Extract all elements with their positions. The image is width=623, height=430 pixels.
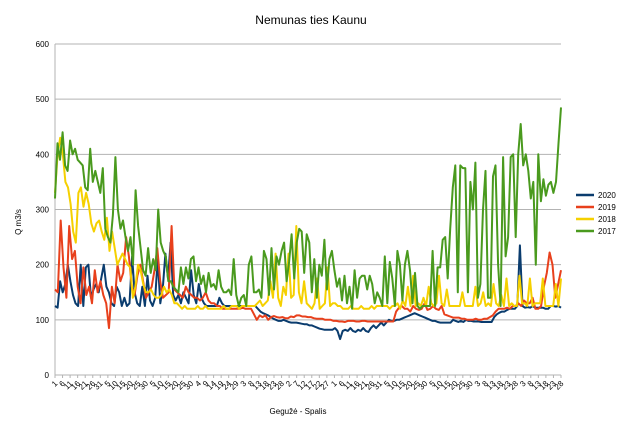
x-tick-label: 8 bbox=[526, 379, 536, 389]
legend-label-2020: 2020 bbox=[598, 191, 616, 200]
x-tick-label: 1 bbox=[329, 379, 339, 389]
x-tick-label: 5 bbox=[428, 379, 438, 389]
x-tick-label: 4 bbox=[193, 379, 203, 389]
x-tick-labels: 1611162126315101520253051015202530491419… bbox=[50, 375, 566, 392]
x-tick-label: 2 bbox=[284, 379, 294, 389]
x-tick-label: 3 bbox=[239, 379, 249, 389]
y-tick-label: 500 bbox=[36, 95, 50, 104]
x-tick-label: 5 bbox=[103, 379, 113, 389]
x-tick-label: 6 bbox=[337, 379, 347, 389]
y-tick-label: 100 bbox=[36, 316, 50, 325]
x-tick-label: 8 bbox=[480, 379, 490, 389]
x-tick-label: 7 bbox=[292, 379, 302, 389]
y-tick-label: 300 bbox=[36, 206, 50, 215]
y-tick-label: 0 bbox=[45, 371, 50, 380]
x-tick-label: 5 bbox=[382, 379, 392, 389]
x-tick-label: 8 bbox=[246, 379, 256, 389]
x-tick-label: 3 bbox=[473, 379, 483, 389]
x-tick-label: 6 bbox=[57, 379, 67, 389]
x-tick-label: 9 bbox=[201, 379, 211, 389]
y-tick-label: 600 bbox=[36, 40, 50, 49]
x-tick-label: 1 bbox=[50, 379, 60, 389]
x-tick-label: 3 bbox=[518, 379, 528, 389]
chart-title: Nemunas ties Kaunu bbox=[255, 13, 366, 27]
series-line-2017 bbox=[54, 107, 562, 310]
y-axis-label: Q m3/s bbox=[14, 209, 23, 235]
x-tick-label: 5 bbox=[148, 379, 158, 389]
legend-label-2017: 2017 bbox=[598, 227, 616, 236]
legend-label-2019: 2019 bbox=[598, 203, 616, 212]
series-line-2018 bbox=[54, 136, 562, 310]
x-tick-label: 28 bbox=[553, 379, 566, 392]
series-line-2020 bbox=[54, 241, 562, 341]
legend: 2020 2019 2018 2017 bbox=[576, 191, 616, 236]
y-tick-label: 400 bbox=[36, 150, 50, 159]
x-axis-label: Gegužė - Spalis bbox=[270, 407, 327, 416]
y-tick-label: 200 bbox=[36, 261, 50, 270]
series-lines bbox=[54, 107, 562, 341]
legend-label-2018: 2018 bbox=[598, 215, 616, 224]
y-tick-labels: 0 100 200 300 400 500 600 bbox=[36, 40, 50, 380]
